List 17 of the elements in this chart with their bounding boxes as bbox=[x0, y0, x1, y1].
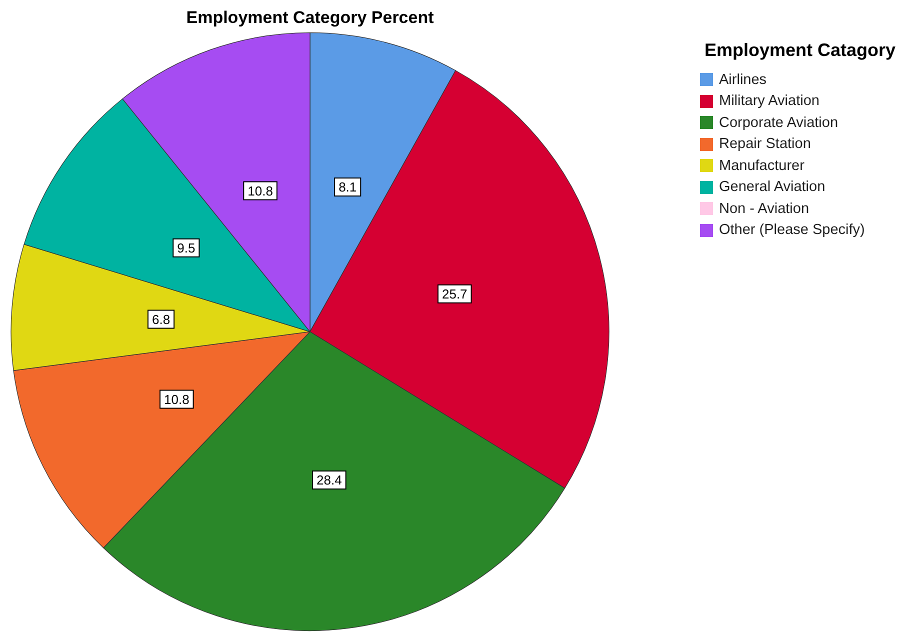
legend-label: Manufacturer bbox=[719, 158, 804, 174]
data-label: 10.8 bbox=[248, 183, 273, 198]
data-label: 25.7 bbox=[442, 286, 468, 302]
data-label: 28.4 bbox=[316, 472, 342, 488]
legend-label: Other (Please Specify) bbox=[719, 222, 865, 238]
data-label: 10.8 bbox=[164, 392, 190, 407]
legend-label: General Aviation bbox=[719, 179, 826, 196]
data-label: 6.8 bbox=[152, 312, 170, 327]
data-label: 9.5 bbox=[177, 240, 196, 256]
legend-label: Airlines bbox=[719, 72, 767, 88]
legend-label: Military Aviation bbox=[719, 93, 820, 110]
data-label: 8.1 bbox=[338, 180, 357, 195]
legend-label: Non - Aviation bbox=[719, 200, 810, 217]
legend-label: Repair Station bbox=[719, 136, 811, 152]
legend-label: Corporate Aviation bbox=[719, 114, 838, 131]
chart-title: Employment Category Percent bbox=[186, 8, 434, 27]
legend-title: Employment Catagory bbox=[703, 40, 897, 61]
